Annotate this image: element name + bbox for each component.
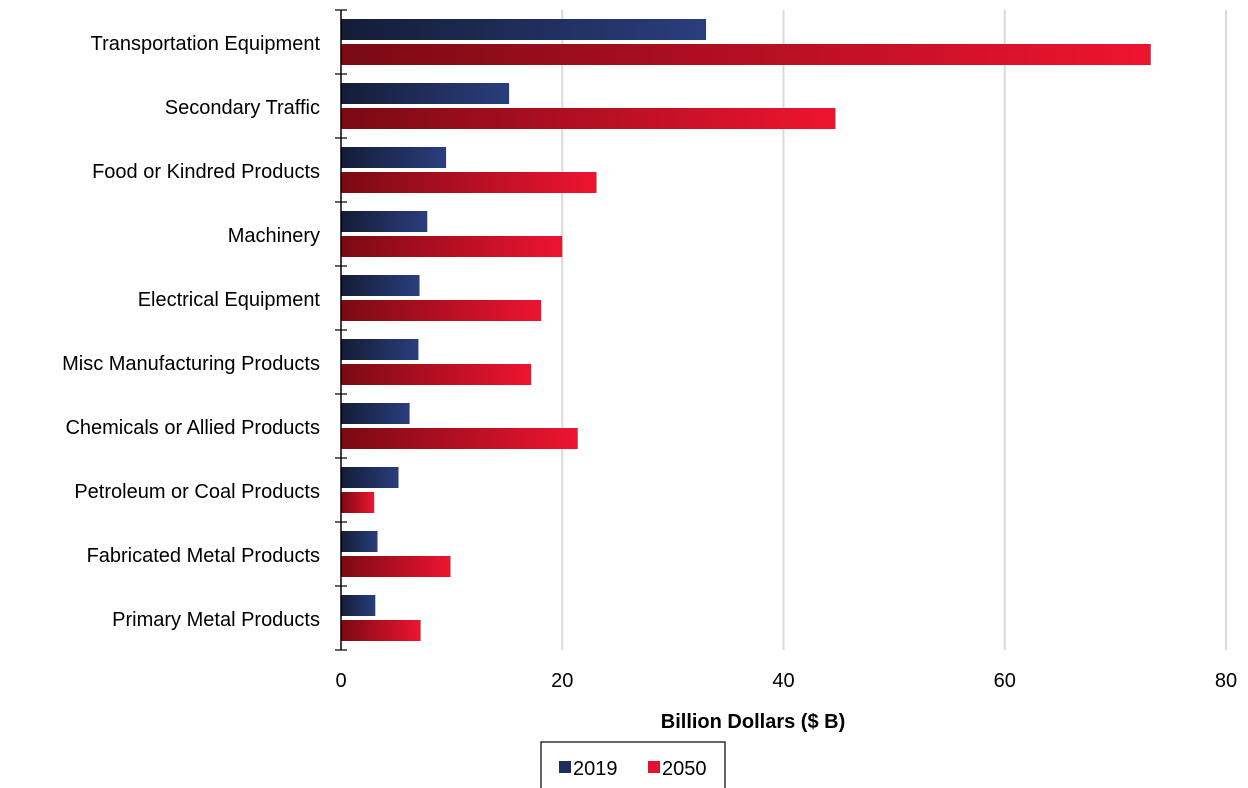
bar-2050 (341, 236, 563, 257)
x-tick-label: 40 (772, 670, 794, 692)
bar-2019 (341, 531, 378, 552)
category-labels: Transportation Equipment Secondary Traffi… (62, 33, 320, 631)
x-tick-label: 0 (335, 670, 346, 692)
legend-swatch-2050 (648, 761, 660, 773)
bar-2050 (341, 492, 375, 513)
bar-2019 (341, 83, 510, 104)
axes (335, 9, 347, 651)
category-label: Petroleum or Coal Products (74, 481, 320, 503)
bar-2019 (341, 275, 420, 296)
bar-2019 (341, 467, 399, 488)
x-tick-label: 80 (1215, 670, 1237, 692)
bar-2019 (341, 339, 419, 360)
bar-2050 (341, 556, 451, 577)
category-label: Primary Metal Products (112, 609, 320, 631)
gridlines (561, 10, 1227, 650)
bar-2050 (341, 44, 1151, 65)
legend-label-2019: 2019 (573, 758, 618, 780)
category-label: Transportation Equipment (91, 33, 321, 55)
bar-2050 (341, 428, 578, 449)
bar-2019 (341, 595, 376, 616)
x-tick-label: 60 (994, 670, 1016, 692)
bar-2050 (341, 620, 421, 641)
bar-2050 (341, 108, 836, 129)
category-label: Misc Manufacturing Products (62, 353, 320, 375)
bar-2019 (341, 211, 428, 232)
bar-2019 (341, 403, 410, 424)
bar-2050 (341, 172, 597, 193)
bar-2019 (341, 19, 707, 40)
category-label: Machinery (228, 225, 320, 247)
x-tick-label: 20 (551, 670, 573, 692)
bar-2050 (341, 364, 532, 385)
category-label: Secondary Traffic (165, 97, 320, 119)
legend-box (540, 741, 726, 788)
legend-label-2050: 2050 (662, 758, 707, 780)
category-label: Chemicals or Allied Products (65, 417, 320, 439)
legend-swatch-2019 (559, 761, 571, 773)
category-label: Fabricated Metal Products (87, 545, 320, 567)
category-label: Electrical Equipment (138, 289, 321, 311)
x-axis-title: Billion Dollars ($ B) (661, 711, 845, 733)
legend: 2019 2050 (540, 741, 726, 788)
bar-2050 (341, 300, 542, 321)
bars (341, 19, 1151, 641)
x-tick-labels: 0 20 40 60 80 (335, 670, 1237, 692)
category-label: Food or Kindred Products (92, 161, 320, 183)
bar-2019 (341, 147, 447, 168)
